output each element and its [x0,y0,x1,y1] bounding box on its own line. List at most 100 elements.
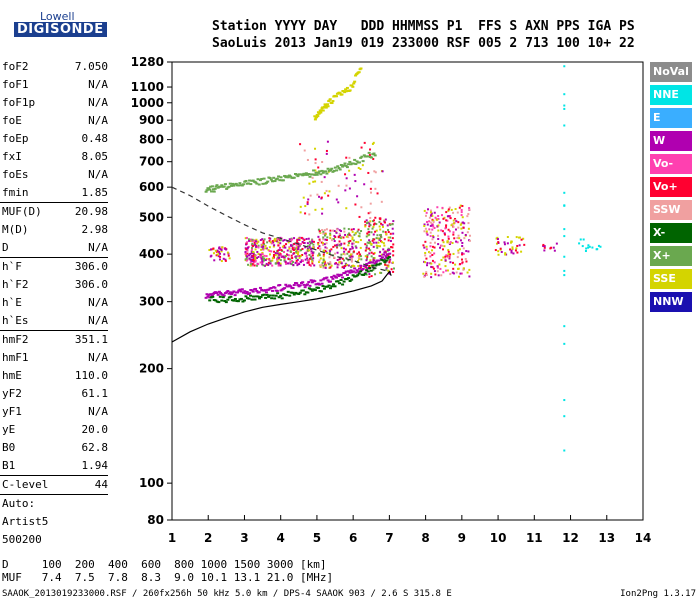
echo-point [244,237,247,240]
echo-point [581,245,584,248]
echo-point [287,254,290,257]
trace-point [235,300,239,303]
trace-point [231,182,235,185]
echo-point [332,238,335,241]
echo-point [459,263,462,266]
echo-point [265,257,268,260]
echo-point [461,231,464,234]
echo-point [495,242,498,245]
echo-point [339,257,342,260]
echo-point [249,261,252,264]
echo-point [563,65,566,68]
trace-point [273,286,277,289]
topside-profile-line [171,186,390,273]
echo-point [215,250,218,253]
param-name: hmE [2,369,22,382]
echo-point [343,266,346,269]
echo-point [303,241,306,244]
trace-point [344,164,348,167]
trace-point [286,176,290,179]
echo-point [309,256,312,259]
legend-item-w: W [650,131,692,151]
echo-point [387,254,390,257]
echo-point [343,265,346,268]
y-tick-label: 700 [139,155,164,169]
echo-point [372,157,375,160]
echo-point [251,258,254,261]
echo-point [284,255,287,258]
echo-point [220,250,223,253]
echo-point [375,241,378,244]
trace-point [232,290,236,293]
param-row: h`F 306.0 [0,258,112,276]
echo-point [301,247,304,250]
echo-point [358,215,361,218]
echo-point [244,247,247,250]
echo-point [457,275,460,278]
echo-point [389,236,392,239]
trace-point [319,290,323,293]
echo-point [209,248,212,251]
trace-point [232,299,236,302]
echo-point [376,192,379,195]
param-row: Artist5 [0,513,112,531]
echo-point [512,252,515,255]
echo-point [367,228,370,231]
echo-point [380,240,383,243]
echo-point [427,208,430,211]
echo-point [317,235,320,238]
echo-point [468,275,471,278]
echo-point [423,275,426,278]
echo-point [299,211,302,214]
x-tick-label: 7 [385,531,393,545]
echo-point [320,196,323,199]
echo-point [267,261,270,264]
param-name: h`F [2,260,22,273]
trace-point [378,262,382,265]
echo-point [452,231,455,234]
echo-point [368,154,371,157]
echo-point [383,219,386,222]
echo-point [252,257,255,260]
echo-point [351,253,354,256]
echo-point [515,236,518,239]
echo-point [252,245,255,248]
trace-point [268,177,272,180]
x-tick-label: 9 [458,531,466,545]
echo-point [374,187,377,190]
param-row: D N/A [0,239,112,257]
echo-point [443,245,446,248]
echo-point [431,253,434,256]
trace-point [226,290,230,293]
echo-point [306,203,309,206]
echo-point [358,254,361,257]
param-row: foF1p N/A [0,94,112,112]
echo-point [426,264,429,267]
echo-point [430,211,433,214]
trace-point [331,277,335,280]
echo-point [348,241,351,244]
trace-point [226,298,230,301]
echo-point [347,228,350,231]
echo-point [374,230,377,233]
trace-point [366,270,370,273]
echo-point [563,342,566,345]
trace-point [304,172,308,175]
echo-point [432,220,435,223]
echo-point [368,225,371,228]
echo-point [275,239,278,242]
trace-point [354,271,358,274]
echo-point [376,246,379,249]
echo-point [392,254,395,257]
echo-point [384,218,387,221]
echo-point [429,221,432,224]
echo-point [363,141,366,144]
trace-point [330,167,334,170]
echo-point [338,240,341,243]
echo-point [563,415,566,418]
param-row: foEs N/A [0,166,112,184]
echo-point [303,239,306,242]
trace-point [260,177,264,180]
trace-point [307,287,311,290]
echo-point [255,244,258,247]
